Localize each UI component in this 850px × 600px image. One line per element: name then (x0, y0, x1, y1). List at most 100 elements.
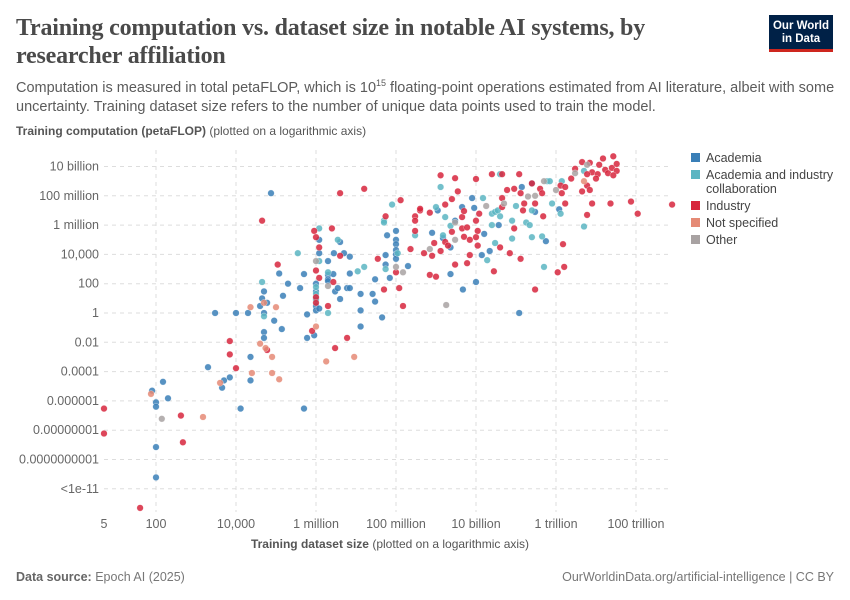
data-point-industry (515, 170, 523, 178)
x-axis-label-bold: Training dataset size (250, 537, 369, 551)
data-point-not-specified (350, 353, 358, 361)
y-tick-label: 0.01 (75, 335, 99, 349)
legend-item[interactable]: Not specified (691, 216, 841, 230)
data-point-academia-and-industry-collaboration (491, 239, 499, 247)
data-point-industry (315, 243, 323, 251)
data-point-not-specified (247, 303, 254, 311)
data-point-industry (382, 212, 390, 220)
data-point-not-specified (272, 303, 280, 311)
data-point-industry (258, 217, 266, 225)
data-point-industry (463, 223, 471, 231)
data-point-academia (244, 309, 252, 317)
data-point-other (392, 263, 400, 271)
data-point-academia (279, 292, 287, 300)
data-point-industry (411, 227, 419, 235)
data-point-academia (270, 317, 278, 325)
data-point-industry (308, 327, 316, 335)
data-point-academia-and-industry-collaboration (546, 177, 554, 185)
data-point-academia (260, 334, 268, 342)
data-point-industry (561, 200, 569, 207)
data-point-industry (336, 189, 344, 197)
data-point-academia-and-industry-collaboration (312, 283, 320, 291)
data-point-academia-and-industry-collaboration (540, 263, 548, 271)
y-tick-label: 0.0001 (61, 365, 99, 379)
x-axis-label: Training dataset size (plotted on a loga… (0, 537, 780, 551)
data-point-academia-and-industry-collaboration (483, 256, 491, 264)
data-source-label: Data source: (16, 570, 92, 584)
data-point-industry (583, 211, 591, 219)
data-source-value: Epoch AI (2025) (91, 570, 185, 584)
data-point-academia (300, 270, 308, 278)
data-point-other (451, 219, 459, 226)
data-point-industry (475, 210, 483, 218)
data-point-industry (451, 261, 459, 269)
data-point-industry (458, 213, 466, 221)
data-point-academia-and-industry-collaboration (508, 235, 516, 243)
data-point-industry (496, 243, 504, 251)
legend-item[interactable]: Other (691, 233, 841, 247)
data-point-industry (336, 252, 344, 260)
y-tick-label: 10 billion (50, 160, 99, 174)
legend-item[interactable]: Academia and industry collaboration (691, 168, 841, 196)
data-point-other (500, 200, 508, 207)
data-point-not-specified (199, 413, 207, 421)
data-point-academia (303, 310, 311, 318)
data-point-industry (432, 273, 440, 281)
legend-label: Academia (706, 151, 762, 165)
data-point-industry (528, 179, 536, 187)
data-point-other (312, 257, 320, 265)
data-point-academia (336, 295, 344, 303)
data-point-academia (267, 189, 275, 197)
legend-item[interactable]: Academia (691, 151, 841, 165)
x-tick-label: 100 trillion (608, 517, 665, 531)
data-point-academia (324, 257, 332, 265)
data-point-industry (463, 259, 471, 267)
legend: Academia Academia and industry collaborat… (691, 151, 841, 250)
data-point-industry (226, 337, 234, 345)
data-point-industry (100, 430, 108, 437)
data-point-industry (607, 200, 614, 207)
data-point-academia-and-industry-collaboration (324, 268, 332, 276)
data-point-academia (382, 251, 390, 259)
data-point-industry (559, 240, 567, 248)
data-point-academia (468, 194, 476, 202)
data-point-other (426, 245, 434, 253)
x-tick-label: 10,000 (217, 517, 255, 531)
data-point-industry (136, 504, 144, 512)
data-point-academia (542, 237, 550, 245)
data-point-industry (312, 267, 320, 274)
y-tick-label: 10,000 (61, 247, 99, 261)
data-point-industry (426, 271, 434, 279)
data-point-industry (599, 155, 607, 162)
data-point-academia (346, 253, 354, 261)
data-point-other (442, 301, 450, 309)
data-point-academia (486, 247, 494, 255)
data-point-industry (503, 186, 511, 194)
data-point-industry (586, 186, 594, 194)
owid-logo[interactable]: Our World in Data (769, 15, 833, 52)
data-point-academia (383, 231, 391, 239)
data-point-academia-and-industry-collaboration (382, 265, 390, 273)
data-point-industry (395, 284, 403, 292)
data-point-academia (472, 278, 480, 286)
data-point-industry (583, 170, 591, 178)
data-point-academia (392, 227, 400, 235)
data-point-academia-and-industry-collaboration (334, 236, 342, 244)
data-point-not-specified (268, 369, 276, 377)
data-point-academia-and-industry-collaboration (437, 183, 445, 191)
data-point-academia (278, 325, 286, 333)
legend-label: Industry (706, 199, 751, 213)
data-point-academia-and-industry-collaboration (354, 267, 362, 275)
data-point-industry (315, 274, 323, 282)
legend-swatch (691, 153, 700, 162)
source-url-link[interactable]: OurWorldinData.org/artificial-intelligen… (562, 570, 834, 584)
data-point-not-specified (147, 390, 155, 398)
data-point-academia (357, 306, 365, 314)
legend-item[interactable]: Industry (691, 199, 841, 213)
data-point-other (524, 193, 532, 200)
data-point-academia-and-industry-collaboration (538, 232, 546, 240)
data-point-academia (480, 230, 488, 238)
data-point-industry (226, 350, 234, 358)
data-point-academia (152, 443, 160, 451)
data-point-academia (334, 284, 342, 292)
